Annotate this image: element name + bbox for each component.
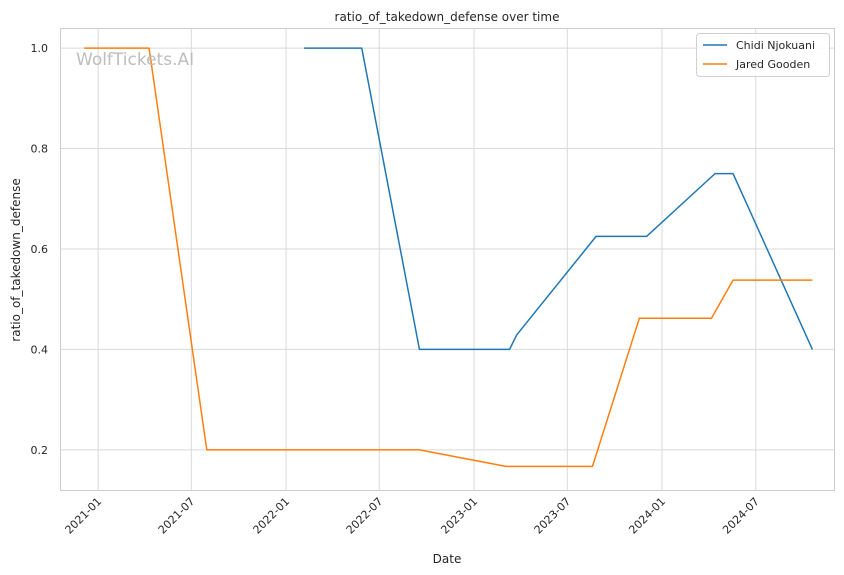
chart-title: ratio_of_takedown_defense over time — [335, 10, 560, 24]
legend: Chidi Njokuani Jared Gooden — [696, 33, 830, 77]
series-line-chidi-njokuani — [304, 47, 814, 351]
y-tick-label: 1.0 — [31, 42, 49, 55]
y-tick-label: 0.8 — [31, 143, 49, 156]
watermark-text: WolfTickets.AI — [76, 50, 194, 70]
legend-box — [696, 33, 830, 77]
legend-label-jared-gooden: Jared Gooden — [735, 58, 810, 71]
series-layer — [84, 47, 814, 468]
y-tick-label: 0.2 — [31, 444, 49, 457]
y-tick-label: 0.6 — [31, 243, 49, 256]
x-axis-label: Date — [433, 552, 462, 566]
legend-label-chidi-njokuani: Chidi Njokuani — [736, 39, 815, 52]
y-tick-label: 0.4 — [31, 343, 49, 356]
series-line-jared-gooden — [84, 47, 813, 468]
plot-frame — [60, 28, 835, 491]
y-axis-label: ratio_of_takedown_defense — [9, 178, 23, 341]
